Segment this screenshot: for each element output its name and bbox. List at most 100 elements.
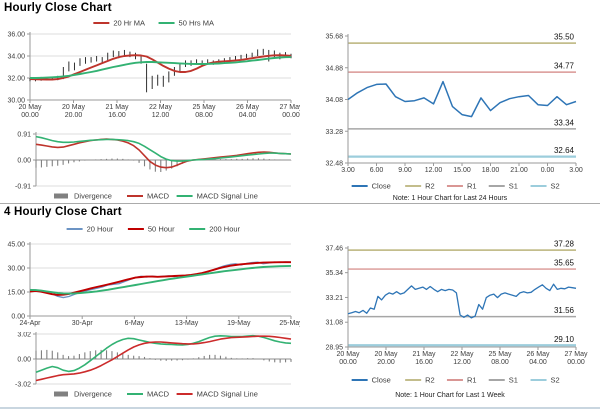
weekly-1h-level-label-S1: 31.56 <box>554 306 575 315</box>
hourly-macd-legend: Divergence MACD MACD Signal Line <box>54 192 258 201</box>
hourly-close-xtick: 00.00 <box>21 112 39 119</box>
weekly-1h-level-label-R1: 35.65 <box>554 259 575 268</box>
weekly-1h-xtick: 26 May <box>527 351 550 358</box>
weekly-1h-xtick: 16.00 <box>415 359 433 366</box>
hourly-24h-level-label-S1: 33.34 <box>554 118 575 127</box>
legend-bar-swatch <box>54 193 68 199</box>
four-hourly-chart-title: 4 Hourly Close Chart <box>4 206 122 218</box>
weekly-1h-xtick: 12.00 <box>453 359 471 366</box>
hourly-close-xtick: 04.00 <box>239 112 257 119</box>
hourly-24h-series-close <box>347 80 577 118</box>
four-hourly-close-xtick: 13-May <box>175 320 199 327</box>
four-hourly-macd-ytick: -3.02 <box>15 382 31 389</box>
legend-label: 20 Hour <box>87 225 114 234</box>
weekly-1h-ytick: 35.34 <box>325 270 343 277</box>
section-divider <box>0 203 600 204</box>
hourly-close-ytick: 30.00 <box>7 98 25 105</box>
hourly-24h-xtick: 12.00 <box>425 167 443 174</box>
four-hourly-close-ytick: 30.00 <box>7 266 25 273</box>
hourly-close-xtick: 08.00 <box>195 112 213 119</box>
legend-label: Divergence <box>74 192 112 201</box>
hourly-chart-title: Hourly Close Chart <box>4 2 112 14</box>
section-divider <box>0 407 600 409</box>
weekly-1h-levels-chart: 37.46 35.34 33.21 31.08 28.95 20 May 00.00 20 M… <box>300 228 600 406</box>
legend-label: MACD <box>147 192 170 201</box>
hourly-24h-xtick: 3.00 <box>569 167 583 174</box>
hourly-close-xtick: 25 May <box>193 104 216 111</box>
legend-label: Close <box>372 376 391 385</box>
legend-label: 50 Hrs MA <box>179 19 214 28</box>
hourly-close-chart: 36.00 34.00 32.00 30.00 20 May 00.00 20 May 20.… <box>0 16 300 126</box>
four-hourly-macd-legend: Divergence MACD MACD Signal Line <box>54 390 258 399</box>
hourly-24h-levels-chart: 35.68 34.88 34.08 33.28 32.48 3.00 6.00 9.00 12.… <box>300 16 600 203</box>
hourly-macd-svg: 0.91 0.00 -0.91 Divergence MACD MACD Signal L… <box>15 132 292 201</box>
legend-label: Divergence <box>74 390 112 399</box>
weekly-1h-xtick: 00.00 <box>567 359 585 366</box>
four-hourly-macd-ytick: 0.00 <box>17 357 31 364</box>
legend-label: R1 <box>467 376 477 385</box>
weekly-1h-xtick: 20 May <box>375 351 398 358</box>
hourly-close-xtick: 22 May <box>149 104 172 111</box>
hourly-close-xtick: 20 May <box>62 104 85 111</box>
hourly-close-series-50-hrs-ma <box>30 56 292 79</box>
hourly-24h-ytick: 32.48 <box>325 161 343 168</box>
hourly-24h-level-label-R2: 35.50 <box>554 33 575 42</box>
weekly-1h-xtick: 20.00 <box>377 359 395 366</box>
hourly-close-xtick: 12.00 <box>152 112 170 119</box>
hourly-close-xtick: 20.00 <box>65 112 83 119</box>
legend-label: R1 <box>467 182 477 191</box>
hourly-24h-xtick: 18.00 <box>482 167 500 174</box>
legend-label: S1 <box>509 182 518 191</box>
hourly-24h-ytick: 33.28 <box>325 129 343 136</box>
weekly-1h-series-close <box>347 283 577 319</box>
hourly-macd-series-macd-signal-line <box>35 135 292 162</box>
hourly-close-xtick: 16.00 <box>108 112 126 119</box>
four-hourly-close-ytick: 15.00 <box>7 290 25 297</box>
four-hourly-macd-series-macd-signal-line <box>35 335 292 382</box>
hourly-close-xtick: 00.00 <box>282 112 300 119</box>
four-hourly-close-xtick: 24-Apr <box>19 320 41 327</box>
legend-label: R2 <box>425 182 435 191</box>
legend-label: 200 Hour <box>209 225 240 234</box>
legend-label: MACD Signal Line <box>197 192 258 201</box>
hourly-close-xtick: 27 May <box>280 104 300 111</box>
hourly-24h-level-label-S2: 32.64 <box>554 146 575 155</box>
hourly-24h-xtick: 9.00 <box>398 167 412 174</box>
weekly-1h-xtick: 04.00 <box>529 359 547 366</box>
hourly-24h-xtick: 3.00 <box>341 167 355 174</box>
four-hourly-macd-series-macd <box>35 334 292 373</box>
hourly-macd-ytick: 0.91 <box>17 132 31 139</box>
weekly-1h-xtick: 22 May <box>451 351 474 358</box>
four-hourly-macd-svg: 3.02 0.00 -3.02 Divergence MACD MACD Signal L… <box>15 332 292 399</box>
four-hourly-close-series-200-hour <box>29 264 292 295</box>
legend-label: S2 <box>551 376 560 385</box>
four-hourly-macd-divergence-bars <box>35 349 292 363</box>
four-hourly-close-xtick: 19-May <box>227 320 251 327</box>
weekly-1h-ytick: 28.95 <box>325 345 343 352</box>
legend-label: S2 <box>551 182 560 191</box>
hourly-close-xtick: 21 May <box>106 104 129 111</box>
hourly-24h-legend: Close R2 R1 S1 S2 <box>351 182 560 191</box>
hourly-close-xtick: 20 May <box>19 104 42 111</box>
four-hourly-macd-chart: 3.02 0.00 -3.02 Divergence MACD MACD Signal L… <box>0 332 300 408</box>
four-hourly-macd-ytick: 3.02 <box>17 332 31 339</box>
legend-label: MACD Signal Line <box>197 390 258 399</box>
weekly-1h-legend: Close R2 R1 S1 S2 <box>351 376 560 385</box>
hourly-close-legend: 20 Hr MA 50 Hrs MA <box>93 19 214 28</box>
hourly-close-ytick: 34.00 <box>7 54 25 61</box>
hourly-macd-series-macd <box>35 138 292 169</box>
hourly-macd-ytick: 0.00 <box>17 158 31 165</box>
legend-label: S1 <box>509 376 518 385</box>
four-hourly-close-legend: 20 Hour 50 Hour 200 Hour <box>66 225 241 234</box>
hourly-close-xtick: 26 May <box>236 104 259 111</box>
legend-label: MACD <box>147 390 170 399</box>
hourly-close-price-bars <box>29 48 292 93</box>
four-hourly-close-xtick: 30-Apr <box>72 320 94 327</box>
hourly-24h-ytick: 35.68 <box>325 34 343 41</box>
four-hourly-close-xtick: 25-May <box>279 320 300 327</box>
hourly-24h-xtick: 21.00 <box>510 167 528 174</box>
